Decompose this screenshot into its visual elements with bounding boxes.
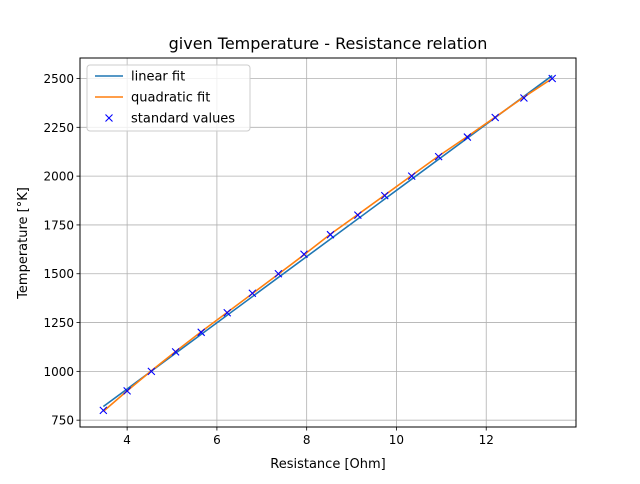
y-tick-label: 1750	[43, 218, 74, 232]
standard-value-marker	[147, 367, 156, 376]
y-tick-label: 2250	[43, 121, 74, 135]
quadratic-fit-line	[102, 77, 553, 412]
standard-value-marker	[223, 308, 232, 317]
y-tick-label: 750	[51, 414, 74, 428]
marker-stroke	[520, 94, 528, 102]
marker-stroke	[274, 269, 283, 278]
standard-value-marker	[171, 347, 180, 356]
marker-stroke	[248, 289, 257, 298]
standard-value-marker	[353, 211, 362, 220]
legend-label-quadratic-fit: quadratic fit	[131, 91, 210, 106]
marker-stroke	[548, 74, 557, 83]
legend-entry-standard-values: standard values	[105, 112, 235, 127]
legend-label-standard-values: standard values	[131, 112, 235, 127]
standard-value-marker	[380, 191, 389, 200]
standard-value-marker	[520, 94, 528, 102]
standard-value-marker	[274, 269, 283, 278]
marker-stroke	[491, 113, 500, 122]
standard-value-marker	[463, 133, 472, 141]
marker-stroke	[380, 191, 389, 200]
standard-value-marker	[491, 113, 500, 122]
x-tick-label: 6	[213, 433, 221, 447]
y-tick-label: 2500	[43, 72, 74, 86]
series-layer	[99, 74, 557, 415]
x-tick-label: 4	[123, 433, 131, 447]
legend-box	[86, 64, 251, 132]
marker-stroke	[326, 230, 335, 239]
marker-stroke	[99, 406, 108, 415]
plot-frame	[79, 57, 577, 428]
x-tick-label: 8	[303, 433, 311, 447]
standard-value-marker	[197, 328, 206, 337]
legend: linear fit quadratic fit standard values	[86, 64, 251, 132]
grid-lines	[80, 58, 576, 427]
standard-value-marker	[123, 386, 132, 395]
legend-swatch-standard-values	[105, 114, 113, 122]
standard-value-marker	[300, 250, 308, 259]
marker-stroke	[197, 328, 206, 337]
y-tick-label: 2000	[43, 170, 74, 184]
standard-value-marker	[407, 172, 416, 181]
marker-stroke	[171, 347, 180, 356]
legend-label-linear-fit: linear fit	[131, 70, 185, 85]
y-tick-label: 1500	[43, 267, 74, 281]
y-tick-label: 1000	[43, 365, 74, 379]
marker-stroke	[463, 133, 472, 141]
linear-fit-line	[102, 74, 553, 408]
marker-stroke	[105, 114, 113, 122]
marker-stroke	[300, 250, 308, 259]
standard-value-marker	[99, 406, 108, 415]
marker-stroke	[223, 308, 232, 317]
standard-value-marker	[548, 74, 557, 83]
legend-entry-quadratic-fit: quadratic fit	[95, 91, 210, 106]
x-tick-label: 12	[479, 433, 494, 447]
standard-value-marker	[248, 289, 257, 298]
standard-value-marker	[434, 152, 443, 161]
legend-entry-linear-fit: linear fit	[95, 70, 185, 85]
y-tick-label: 1250	[43, 316, 74, 330]
marker-stroke	[147, 367, 156, 376]
y-axis-ticks: 750 1000 1250 1500 1750 2000 2250 2500	[43, 72, 80, 428]
x-tick-label: 10	[389, 433, 404, 447]
standard-value-marker	[326, 230, 335, 239]
marker-stroke	[353, 211, 362, 220]
marker-stroke	[434, 152, 443, 161]
plot-area	[99, 74, 557, 415]
y-axis-label: Temperature [°K]	[16, 187, 31, 300]
x-axis-label: Resistance [Ohm]	[270, 457, 385, 472]
marker-stroke	[123, 386, 132, 395]
chart-title: given Temperature - Resistance relation	[169, 34, 488, 53]
x-axis-ticks: 4 6 8 10 12	[123, 427, 494, 447]
marker-stroke	[407, 172, 416, 181]
